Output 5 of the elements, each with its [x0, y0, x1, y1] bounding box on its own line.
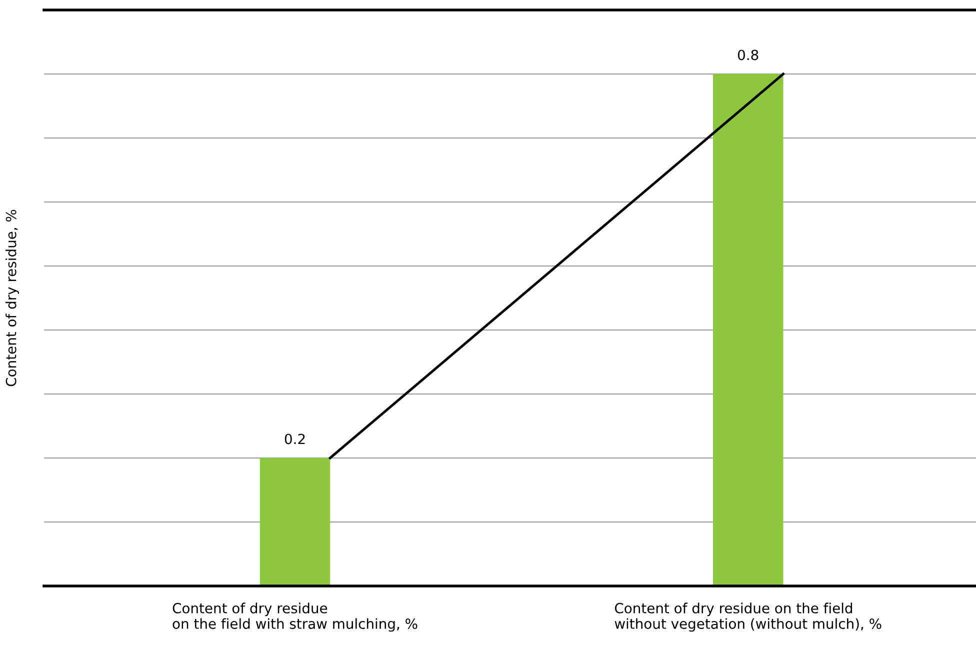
data-label: 0.8: [738, 50, 758, 60]
y-axis-title: Content of dry residue, %: [6, 210, 19, 386]
x-tick-label: Content of dry residue on the field with straw mulching, %: [172, 602, 418, 632]
x-tick-label: Content of dry residue on the field without vegetation (without mulch), %: [614, 602, 882, 632]
data-label: 0.2: [284, 434, 305, 444]
